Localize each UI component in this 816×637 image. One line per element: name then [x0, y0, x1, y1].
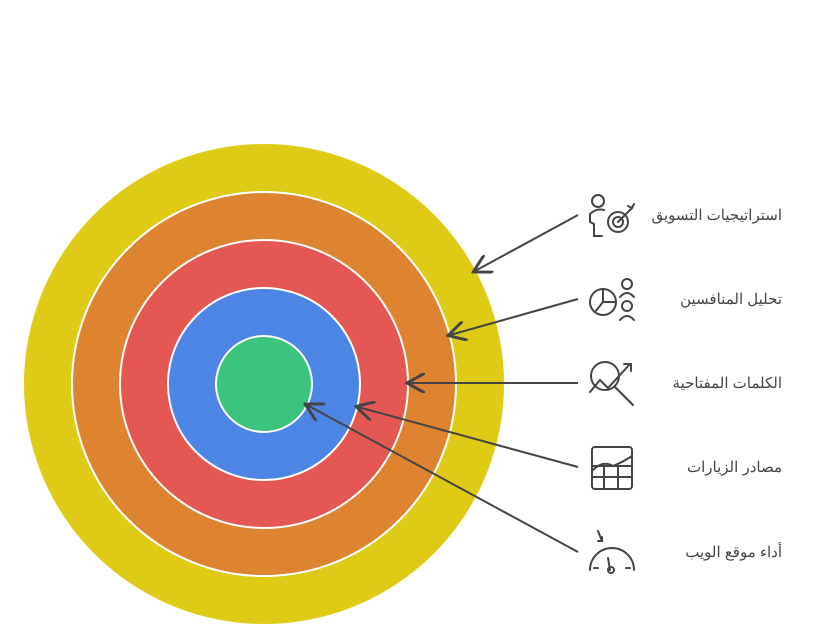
pie-chart-people-icon [589, 278, 635, 321]
arrow-2 [450, 298, 579, 335]
ring-5 [215, 335, 313, 433]
ring-label: استراتيجيات التسويق [651, 207, 782, 224]
gauge-icon [589, 530, 635, 574]
person-target-icon [589, 194, 635, 237]
magnifier-trend-icon [589, 361, 634, 406]
grid-chart-icon [591, 446, 633, 490]
arrow-1 [475, 214, 579, 271]
arrow-5 [307, 405, 579, 553]
ring-label: مصادر الزيارات [687, 459, 782, 476]
arrow-4 [358, 407, 579, 468]
ring-label: الكلمات المفتاحية [672, 375, 782, 392]
ring-label: تحليل المنافسين [680, 291, 782, 308]
ring-label: أداء موقع الويب [685, 544, 782, 561]
